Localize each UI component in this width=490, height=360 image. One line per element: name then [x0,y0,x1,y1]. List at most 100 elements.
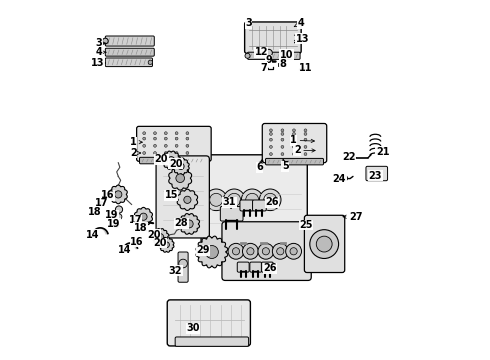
FancyBboxPatch shape [137,126,211,161]
Circle shape [143,144,146,147]
Circle shape [281,153,284,156]
Text: 26: 26 [264,263,277,273]
Circle shape [148,60,152,64]
Text: 20: 20 [169,159,182,169]
Text: 15: 15 [165,190,178,200]
Circle shape [293,145,295,148]
Text: 3: 3 [96,38,106,48]
Text: 6: 6 [256,159,263,172]
Circle shape [270,145,272,148]
Text: 27: 27 [343,212,363,222]
Text: 4: 4 [96,47,106,57]
Circle shape [304,138,307,141]
Circle shape [102,38,108,44]
Circle shape [186,137,189,140]
Circle shape [259,189,281,211]
Text: 18: 18 [88,207,102,217]
Polygon shape [162,151,180,169]
Circle shape [210,193,222,206]
Bar [278,63,286,66]
Circle shape [175,144,178,147]
FancyBboxPatch shape [262,123,327,163]
Circle shape [293,138,295,141]
Circle shape [281,145,284,148]
Circle shape [178,163,184,170]
Circle shape [113,222,119,228]
Circle shape [293,129,295,132]
Text: 12: 12 [254,47,268,57]
Circle shape [175,132,178,135]
FancyBboxPatch shape [304,215,345,273]
Text: 28: 28 [174,218,188,228]
Polygon shape [134,207,152,226]
Circle shape [179,259,187,268]
Polygon shape [109,185,127,204]
Text: 4: 4 [294,18,304,28]
Polygon shape [169,166,192,190]
Circle shape [304,153,307,156]
Circle shape [304,129,307,132]
Circle shape [176,174,185,183]
Circle shape [153,132,156,135]
Circle shape [286,243,301,259]
Circle shape [228,193,241,206]
Circle shape [205,246,219,258]
FancyBboxPatch shape [240,200,254,211]
FancyBboxPatch shape [105,48,154,56]
Circle shape [258,243,274,259]
Circle shape [304,132,307,135]
Text: 14: 14 [86,230,99,240]
Circle shape [232,248,240,255]
Text: 19: 19 [105,210,119,220]
FancyBboxPatch shape [201,155,307,254]
Circle shape [304,145,307,148]
Polygon shape [196,236,228,268]
Circle shape [164,144,167,147]
Circle shape [270,129,272,132]
Circle shape [186,132,189,135]
Polygon shape [177,189,197,210]
Circle shape [243,243,258,259]
Circle shape [262,248,270,255]
FancyBboxPatch shape [252,200,266,211]
Circle shape [264,193,277,206]
Circle shape [153,152,156,154]
Circle shape [175,152,178,154]
Text: 24: 24 [333,174,346,184]
Circle shape [272,243,288,259]
Text: 23: 23 [368,171,382,181]
Circle shape [277,248,284,255]
Polygon shape [159,237,174,252]
Circle shape [140,213,147,220]
Circle shape [310,230,339,258]
Text: 10: 10 [280,50,293,60]
Circle shape [316,236,332,252]
Text: 13: 13 [294,33,309,44]
Text: 1: 1 [290,135,315,145]
Text: 32: 32 [169,266,182,276]
Text: 11: 11 [299,63,312,73]
FancyBboxPatch shape [266,158,323,165]
FancyBboxPatch shape [220,207,243,221]
Circle shape [247,248,254,255]
Text: 14: 14 [118,245,131,255]
Circle shape [164,152,167,154]
Circle shape [184,196,191,203]
FancyBboxPatch shape [105,58,152,67]
FancyBboxPatch shape [366,166,388,181]
Text: 20: 20 [153,238,167,248]
Circle shape [281,138,284,141]
Circle shape [290,248,297,255]
Text: 19: 19 [107,219,121,229]
Circle shape [185,220,193,228]
Polygon shape [179,213,199,234]
Text: 25: 25 [299,220,313,230]
Circle shape [143,137,146,140]
FancyBboxPatch shape [250,262,262,272]
Text: 22: 22 [342,152,356,162]
Circle shape [168,157,175,164]
Text: 29: 29 [196,245,210,255]
Polygon shape [172,158,189,175]
Circle shape [245,193,259,206]
Text: 18: 18 [134,222,147,233]
